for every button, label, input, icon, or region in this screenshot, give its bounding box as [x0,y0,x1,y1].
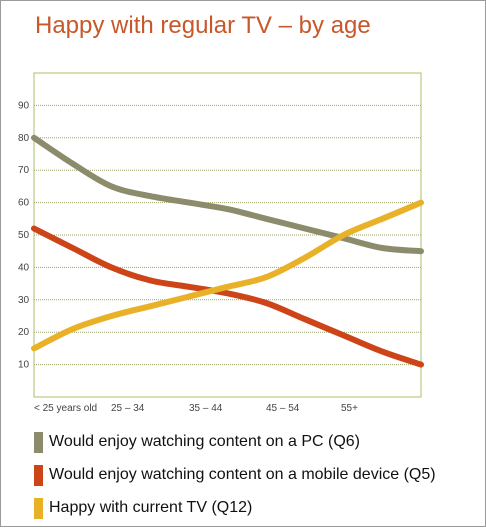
legend-swatch [34,431,43,453]
y-tick-label: 40 [18,262,30,273]
y-axis-ticks: 10 20 30 40 50 60 70 80 90 [18,100,30,370]
x-tick-label: 25 – 34 [111,403,145,414]
y-tick-label: 80 [18,133,30,144]
series-line-1 [31,134,424,255]
series-line-2 [31,225,424,368]
legend-label: Happy with current TV (Q12) [49,499,253,516]
y-tick-label: 70 [18,165,30,176]
y-tick-label: 20 [18,327,30,338]
legend-label: Would enjoy watching content on a PC (Q6… [49,433,360,450]
series-line-3 [31,199,424,352]
y-tick-label: 50 [18,230,30,241]
y-tick-label: 60 [18,198,30,209]
x-tick-label: < 25 years old [34,403,97,414]
x-tick-label: 45 – 54 [266,403,300,414]
plot-border [33,72,422,398]
legend-swatch [34,497,43,519]
x-tick-label: 55+ [341,403,358,414]
legend-label: Would enjoy watching content on a mobile… [49,466,436,483]
series-lines [31,134,424,368]
grid-lines [34,104,421,366]
legend-item: Would enjoy watching content on a PC (Q6… [34,431,436,453]
legend-item: Would enjoy watching content on a mobile… [34,464,436,486]
legend: Would enjoy watching content on a PC (Q6… [34,431,436,530]
y-tick-label: 10 [18,360,30,371]
y-tick-label: 30 [18,295,30,306]
x-axis-ticks: < 25 years old 25 – 34 35 – 44 45 – 54 55+ [34,403,358,414]
chart-title: Happy with regular TV – by age [35,12,371,39]
legend-item: Happy with current TV (Q12) [34,497,436,519]
x-tick-label: 35 – 44 [189,403,223,414]
y-tick-label: 90 [18,100,30,111]
legend-swatch [34,464,43,486]
